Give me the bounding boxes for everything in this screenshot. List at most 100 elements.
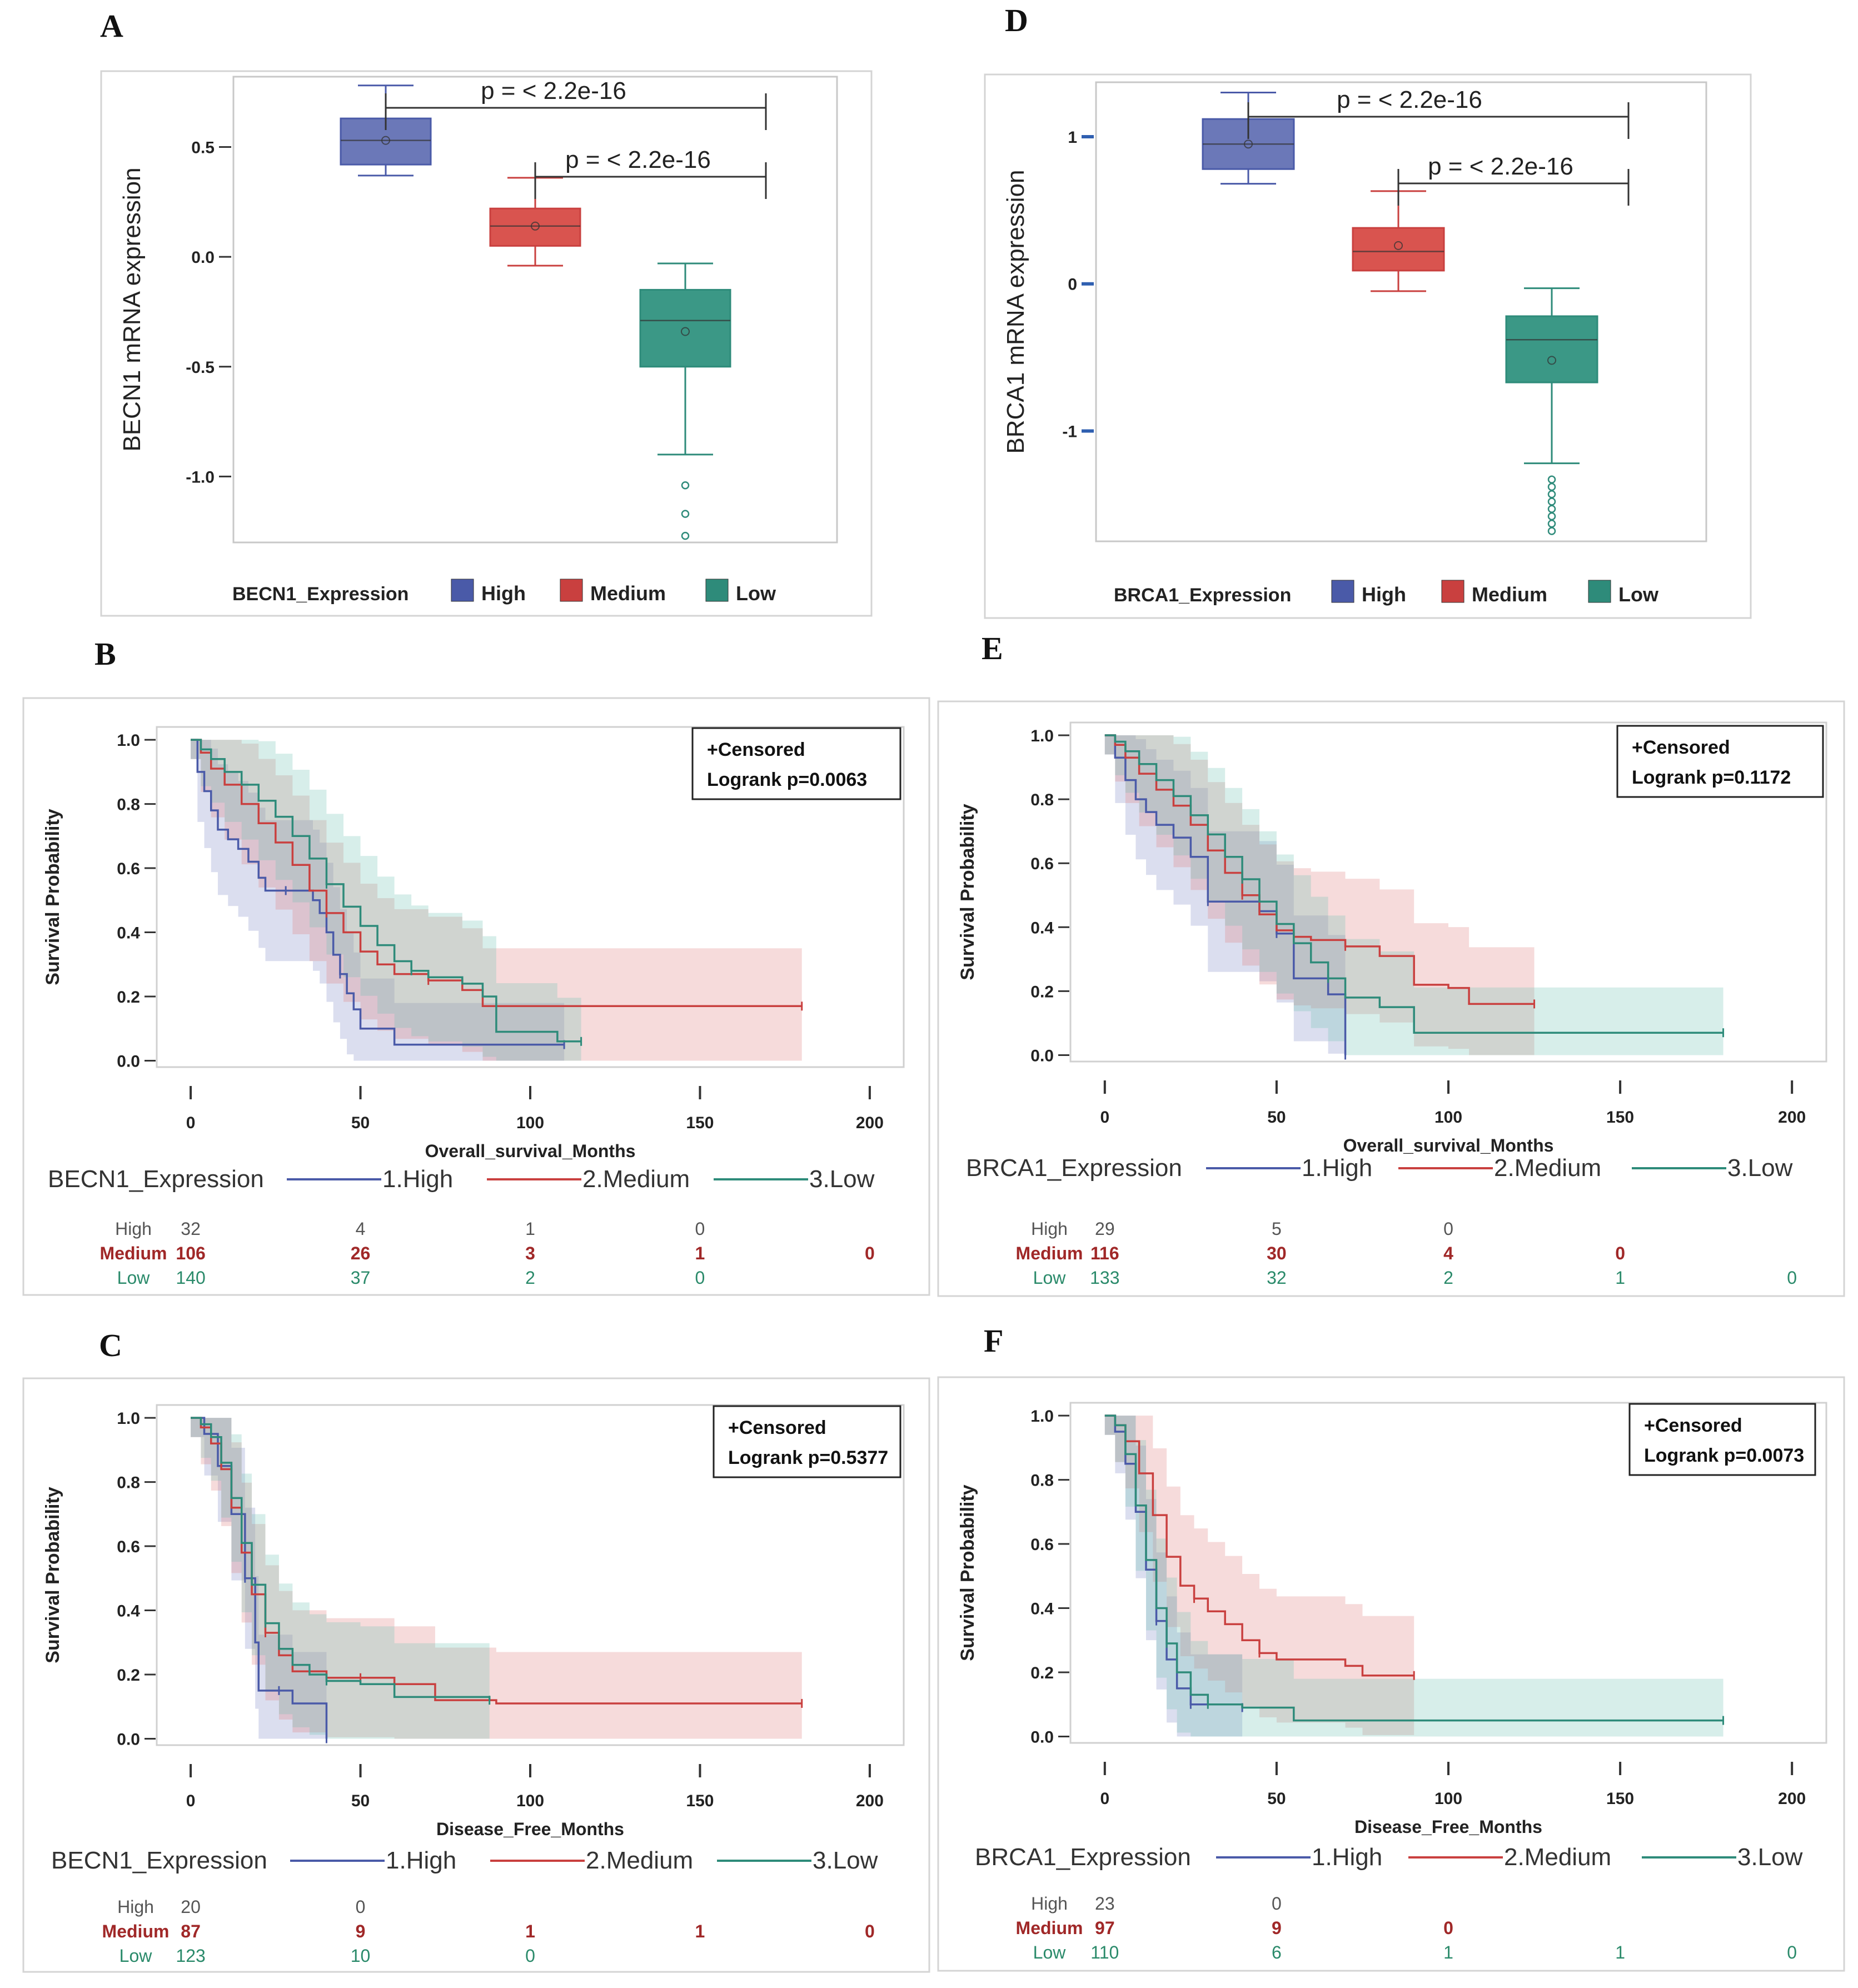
y-axis-label: BECN1 mRNA expression (118, 167, 146, 451)
risk-count: 0 (525, 1946, 535, 1966)
y-tick-label: 0.0 (191, 248, 215, 267)
y-tick-label: 0.6 (117, 1538, 140, 1556)
legend-item-medium: 2.Medium (1504, 1843, 1611, 1871)
logrank-pvalue: Logrank p=0.0073 (1644, 1445, 1804, 1466)
risk-count: 9 (356, 1921, 366, 1941)
risk-row-label-low: Low (117, 1268, 151, 1288)
confidence-band-high (1104, 1416, 1243, 1737)
legend-item-medium: Medium (590, 582, 666, 605)
panel-A: 0.5 0.0 -0.5 -1.0 BECN1 mRNA expression p = <… (100, 70, 873, 617)
risk-count: 26 (351, 1243, 371, 1263)
risk-count: 32 (1267, 1268, 1287, 1288)
legend-item-medium: Medium (1472, 583, 1547, 606)
y-tick-label: 0.4 (117, 1602, 140, 1621)
risk-row-label-high: High (1031, 1219, 1068, 1239)
logrank-box: +Censored Logrank p=0.5377 (713, 1405, 901, 1478)
logrank-box: +Censored Logrank p=0.1172 (1616, 725, 1824, 798)
legend-item-high: 1.High (1312, 1843, 1382, 1871)
risk-count: 10 (351, 1946, 371, 1966)
legend-item-low: 3.Low (1727, 1154, 1793, 1182)
risk-count: 30 (1267, 1243, 1287, 1263)
x-tick-label: 200 (856, 1792, 884, 1810)
confidence-band-medium (1104, 1416, 1414, 1735)
legend-item-high: 1.High (1302, 1154, 1372, 1182)
risk-count: 0 (695, 1219, 705, 1239)
logrank-pvalue: Logrank p=0.5377 (728, 1447, 888, 1468)
risk-table: High 32 4 1 0 Medium 106 26 3 1 0 Low 140 37 2 0 (100, 1219, 875, 1288)
y-axis-label: Survival Probability (42, 809, 63, 985)
risk-count: 123 (176, 1946, 205, 1966)
y-tick-label: 0.4 (1030, 919, 1054, 937)
legend-title: BRCA1_Expression (975, 1843, 1191, 1871)
legend-title: BECN1_Expression (232, 584, 409, 605)
censored-label: +Censored (728, 1417, 826, 1438)
risk-count: 0 (1615, 1243, 1625, 1263)
legend-item-medium: 2.Medium (1494, 1154, 1601, 1182)
risk-count: 97 (1095, 1918, 1115, 1938)
panel-label-C: C (99, 1327, 122, 1363)
x-tick-label: 100 (516, 1114, 544, 1132)
y-axis-label: BRCA1 mRNA expression (1002, 170, 1029, 454)
x-tick-label: 50 (351, 1792, 370, 1810)
risk-row-label-high: High (115, 1219, 152, 1239)
x-tick-label: 0 (186, 1792, 196, 1810)
panel-label-B: B (94, 636, 116, 672)
box-body (489, 207, 581, 247)
risk-table: High 29 5 0 Medium 116 30 4 0 Low 133 32 2 1 0 (1016, 1219, 1797, 1288)
y-tick-label: 0.8 (117, 1474, 140, 1492)
risk-count: 37 (351, 1268, 371, 1288)
y-tick-label: 0.2 (1030, 1664, 1054, 1682)
x-tick-label: 100 (1434, 1790, 1462, 1808)
y-tick-label: 0 (1068, 276, 1077, 294)
confidence-band-medium (191, 1418, 802, 1739)
y-tick-label: 0.0 (1030, 1047, 1054, 1065)
x-tick-label: 200 (1778, 1790, 1806, 1808)
risk-row-label-high: High (117, 1897, 154, 1917)
risk-count: 1 (1443, 1942, 1453, 1962)
risk-count: 23 (1095, 1894, 1115, 1914)
pvalue-label: p = < 2.2e-16 (1337, 86, 1482, 113)
risk-count: 4 (1443, 1243, 1453, 1263)
risk-count: 0 (865, 1921, 875, 1941)
y-tick-label: 0.5 (191, 138, 215, 157)
logrank-pvalue: Logrank p=0.1172 (1632, 767, 1791, 788)
km-curve-low (191, 739, 581, 1043)
outlier-point (681, 531, 690, 540)
y-tick-label: 0.8 (1030, 1472, 1054, 1490)
km-curve-high (191, 739, 565, 1046)
risk-count: 0 (356, 1897, 366, 1917)
confidence-band-low (191, 740, 581, 1061)
pvalue-bracket: p = < 2.2e-16 (1397, 153, 1630, 206)
risk-count: 4 (356, 1219, 366, 1239)
confidence-band-high (1104, 735, 1346, 1055)
y-tick-label: 0.2 (117, 988, 140, 1007)
y-tick-label: 0.4 (1030, 1600, 1054, 1618)
km-legend: BECN1_Expression 1.High 2.Medium 3.Low (51, 1847, 878, 1874)
y-tick-label: 0.0 (1030, 1728, 1054, 1746)
x-tick-label: 0 (186, 1114, 196, 1132)
censored-label: +Censored (1644, 1415, 1742, 1436)
legend-swatch-high (1331, 580, 1354, 603)
pvalue-bracket: p = < 2.2e-16 (385, 77, 767, 130)
risk-count: 3 (525, 1243, 535, 1263)
risk-count: 0 (1787, 1268, 1797, 1288)
confidence-band-medium (191, 740, 802, 1061)
risk-count: 140 (176, 1268, 205, 1288)
logrank-box: +Censored Logrank p=0.0073 (1628, 1403, 1816, 1476)
legend-title: BECN1_Expression (51, 1847, 267, 1874)
logrank-pvalue: Logrank p=0.0063 (707, 769, 867, 790)
y-tick-label: 0.0 (117, 1052, 140, 1070)
legend-swatch-medium (1441, 580, 1465, 603)
risk-row-label-low: Low (119, 1946, 153, 1966)
risk-count: 87 (181, 1921, 201, 1941)
risk-row-label-medium: Medium (1016, 1243, 1083, 1263)
risk-row-label-medium: Medium (102, 1921, 170, 1941)
panel-label-E: E (982, 630, 1003, 666)
y-tick-label: -0.5 (186, 358, 215, 377)
x-tick-label: 200 (1778, 1108, 1806, 1127)
pvalue-bracket: p = < 2.2e-16 (534, 146, 767, 199)
legend-title: BECN1_Expression (48, 1165, 264, 1193)
